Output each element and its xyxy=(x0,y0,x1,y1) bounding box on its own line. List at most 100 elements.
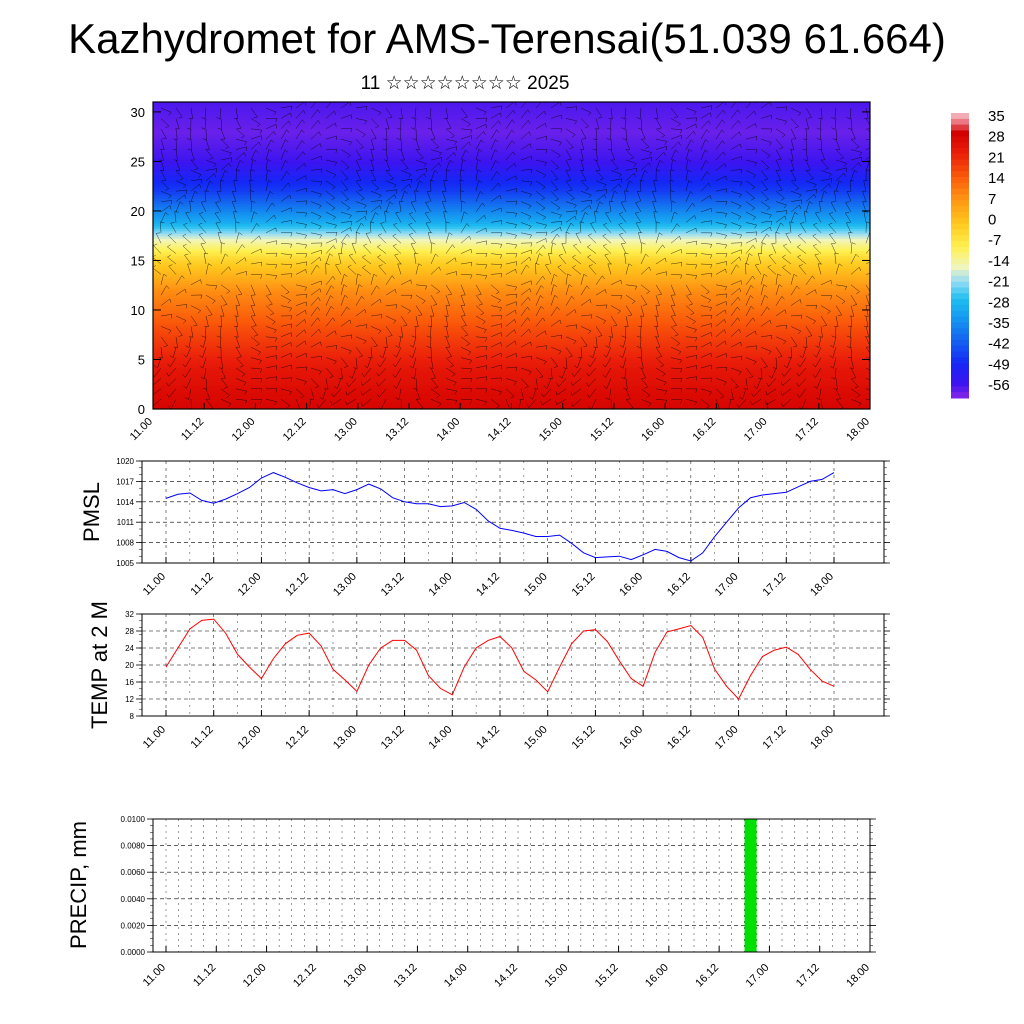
wind-barb-flag xyxy=(769,102,772,106)
wind-barb xyxy=(592,347,597,358)
wind-barb xyxy=(445,336,451,348)
wind-barb-flag xyxy=(680,274,683,279)
page-subtitle: 11 ☆☆☆☆☆☆☆☆ 2025 xyxy=(360,73,570,94)
wind-barb xyxy=(340,191,349,200)
wind-barb-flag xyxy=(201,335,206,338)
shading-band xyxy=(153,134,870,138)
wind-barb-flag xyxy=(365,232,370,234)
wind-barb-flag xyxy=(839,157,844,160)
wind-barb xyxy=(520,222,532,227)
wind-barb xyxy=(550,233,558,244)
x-tick-label: 13.00 xyxy=(331,571,359,599)
wind-barb xyxy=(817,263,822,275)
wind-barb-flag xyxy=(168,264,173,267)
wind-barb xyxy=(355,139,364,148)
wind-barb xyxy=(595,170,604,179)
y-tick-label: 1014 xyxy=(116,498,134,507)
wind-barb xyxy=(460,159,463,171)
wind-barb xyxy=(850,118,853,130)
wind-barb xyxy=(605,212,612,223)
wind-barb-flag xyxy=(152,415,154,418)
wind-barb-flag xyxy=(539,253,543,257)
wind-barb-flag xyxy=(209,157,214,160)
wind-barb xyxy=(325,330,336,338)
wind-barb-flag xyxy=(272,321,276,325)
shading-band xyxy=(153,109,870,113)
wind-barb-flag xyxy=(772,367,777,369)
wind-barb xyxy=(295,110,304,119)
wind-barb-flag xyxy=(530,181,533,186)
wind-barb xyxy=(535,238,547,244)
shading-band xyxy=(153,339,870,343)
wind-barb xyxy=(835,149,844,158)
wind-barb-flag xyxy=(342,242,347,245)
wind-barb xyxy=(580,274,585,285)
wind-barb-flag xyxy=(303,110,306,114)
wind-barb-flag xyxy=(763,366,768,368)
wind-barb-flag xyxy=(360,222,365,227)
wind-barb xyxy=(640,118,643,130)
wind-barb xyxy=(174,211,177,223)
wind-barb-flag xyxy=(874,152,876,156)
wind-barb-flag xyxy=(559,319,562,324)
wind-barb xyxy=(322,388,327,400)
wind-barb xyxy=(430,378,439,388)
wind-barb-flag xyxy=(624,190,629,192)
wind-barb xyxy=(655,336,661,348)
wind-barb-flag xyxy=(275,346,278,351)
wind-barb-flag xyxy=(780,381,783,386)
wind-barb xyxy=(725,410,731,419)
colorbar-swatch xyxy=(951,264,969,271)
wind-barb xyxy=(775,180,783,191)
wind-barb-flag xyxy=(797,112,802,116)
wind-barb-flag xyxy=(664,141,668,145)
wind-barb xyxy=(816,378,822,389)
wind-barb-flag xyxy=(333,110,336,115)
precip-series xyxy=(744,819,757,952)
wind-barb-flag xyxy=(753,361,757,365)
wind-barb xyxy=(175,149,178,161)
wind-barb xyxy=(205,159,217,165)
wind-barb xyxy=(799,357,807,367)
wind-barb xyxy=(625,128,627,140)
wind-barb-flag xyxy=(451,135,455,139)
wind-barb xyxy=(851,410,862,412)
wind-barb xyxy=(175,107,183,118)
wind-barb-flag xyxy=(737,109,741,114)
wind-barb-flag xyxy=(618,183,621,188)
wind-barb-flag xyxy=(740,242,743,247)
shading-band xyxy=(153,116,870,120)
wind-barb xyxy=(700,388,712,393)
wind-barb-flag xyxy=(275,376,278,381)
wind-barb xyxy=(655,347,663,357)
wind-barb xyxy=(640,388,651,396)
wind-barb xyxy=(745,378,748,390)
shading-band xyxy=(153,248,870,252)
wind-barb-flag xyxy=(225,253,229,257)
wind-barb-flag xyxy=(738,216,742,220)
wind-barb-flag xyxy=(514,213,518,217)
wind-barb xyxy=(850,267,860,275)
wind-barb xyxy=(820,170,832,175)
wind-barb xyxy=(849,107,852,119)
wind-barb xyxy=(475,305,485,314)
wind-barb-flag xyxy=(395,189,398,194)
wind-barb-flag xyxy=(734,386,739,389)
wind-barb xyxy=(175,288,186,296)
wind-barb-flag xyxy=(184,253,189,256)
wind-barb xyxy=(520,329,530,337)
colorbar-swatch xyxy=(951,316,969,323)
wind-barb xyxy=(385,149,388,161)
wind-barb xyxy=(550,149,561,156)
wind-barb xyxy=(550,221,562,223)
wind-barb-flag xyxy=(556,382,559,387)
wind-barb xyxy=(280,273,292,275)
wind-barb xyxy=(580,314,592,317)
wind-barb xyxy=(429,107,432,119)
wind-barb-flag xyxy=(813,184,817,188)
wind-barb-flag xyxy=(581,179,587,182)
wind-barb xyxy=(805,170,814,179)
shading-band xyxy=(153,126,870,130)
wind-barb xyxy=(835,399,844,408)
wind-barb-flag xyxy=(423,173,426,178)
